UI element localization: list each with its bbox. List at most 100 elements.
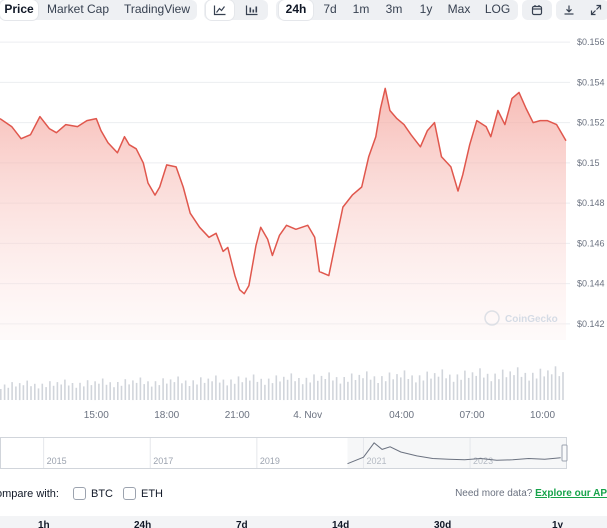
volume-bar <box>120 385 123 400</box>
x-tick-label: 10:00 <box>530 410 555 421</box>
volume-bar <box>543 376 545 400</box>
navigator-year-label: 2019 <box>260 456 280 466</box>
volume-bar <box>294 381 296 400</box>
tab-price[interactable]: Price <box>0 0 38 20</box>
x-tick-label: 4. Nov <box>293 410 322 421</box>
volume-bar <box>392 379 394 400</box>
volume-bar <box>41 383 44 400</box>
volume-bar <box>343 377 345 400</box>
volume-bar <box>433 373 436 400</box>
volume-bar <box>252 374 255 400</box>
range-1y[interactable]: 1y <box>419 2 433 16</box>
compare-eth-label[interactable]: ETH <box>141 488 163 500</box>
period-14d: 14d <box>332 520 350 528</box>
volume-bar <box>381 376 383 400</box>
volume-bar <box>226 385 228 400</box>
navigator-year-label: 2021 <box>366 456 386 466</box>
volume-bar <box>22 385 25 400</box>
volume-bar <box>271 383 274 400</box>
volume-bar <box>298 378 300 400</box>
volume-bar <box>415 382 417 400</box>
volume-bar <box>305 377 308 400</box>
volume-bar <box>350 373 353 400</box>
volume-bar <box>516 367 519 400</box>
volume-bar <box>347 381 349 400</box>
coingecko-logo-icon <box>484 310 500 326</box>
volume-bar <box>373 376 376 400</box>
navigator-year-label: 2015 <box>47 456 67 466</box>
volume-bar <box>320 375 323 400</box>
navigator-handle[interactable] <box>561 444 568 462</box>
range-max[interactable]: Max <box>447 2 471 16</box>
tab-tradingview[interactable]: TradingView <box>123 2 191 16</box>
volume-bar <box>215 375 217 400</box>
volume-bar <box>245 377 247 400</box>
volume-bar <box>52 385 55 400</box>
volume-bar <box>26 380 28 400</box>
navigator-history-line <box>347 442 561 465</box>
explore-api-link[interactable]: Explore our AP <box>535 488 607 499</box>
volume-bar <box>249 380 251 400</box>
volume-bar <box>34 383 36 400</box>
price-chart: $0.142 $0.144 $0.146 $0.148 $0.15 $0.152 $0.15… <box>0 37 605 421</box>
volume-bar <box>3 384 6 400</box>
compare-btc-label[interactable]: BTC <box>91 488 113 500</box>
range-3m[interactable]: 3m <box>385 2 403 16</box>
volume-bar <box>71 383 74 400</box>
expand-icon[interactable] <box>584 0 607 20</box>
volume-bar <box>366 371 368 400</box>
compare-eth-checkbox[interactable] <box>123 487 136 500</box>
volume-bars <box>0 366 564 401</box>
period-7d: 7d <box>236 520 248 528</box>
y-tick-label: $0.146 <box>577 238 605 248</box>
volume-bar <box>532 372 534 400</box>
volume-bar <box>354 380 357 400</box>
period-24h: 24h <box>134 520 152 528</box>
volume-bar <box>79 382 81 400</box>
watermark-text: CoinGecko <box>505 314 558 325</box>
period-1y: 1y <box>552 520 564 528</box>
volume-bar <box>388 372 391 400</box>
x-tick-label: 04:00 <box>389 410 414 421</box>
volume-bar <box>384 381 387 400</box>
volume-bar <box>494 373 496 400</box>
download-icon[interactable] <box>556 0 582 20</box>
volume-bar <box>75 387 78 400</box>
volume-bar <box>11 382 13 400</box>
range-navigator[interactable]: 2015 2017 2019 2021 2023 <box>0 437 607 471</box>
volume-bar <box>113 387 115 400</box>
volume-bar <box>452 381 455 400</box>
volume-bar <box>109 382 111 400</box>
calendar-group <box>522 0 552 20</box>
volume-bar <box>547 370 549 400</box>
volume-bar <box>211 381 213 400</box>
range-group <box>276 0 518 20</box>
tab-market-cap[interactable]: Market Cap <box>46 2 110 16</box>
volume-bar <box>456 374 459 400</box>
volume-bar <box>324 379 327 400</box>
volume-bar <box>7 387 10 400</box>
volume-bar <box>411 375 413 400</box>
navigator-year-label: 2023 <box>473 456 493 466</box>
volume-bar <box>56 382 59 400</box>
volume-bar <box>222 379 225 400</box>
line-chart-icon[interactable] <box>206 0 234 20</box>
volume-bar <box>124 379 127 400</box>
volume-bar <box>237 376 240 400</box>
volume-bar <box>339 383 342 400</box>
calendar-icon[interactable] <box>522 0 552 20</box>
navigator-selection[interactable] <box>347 438 567 468</box>
log-toggle[interactable]: LOG <box>484 2 511 16</box>
compare-btc-checkbox[interactable] <box>73 487 86 500</box>
x-tick-label: 21:00 <box>225 410 250 421</box>
volume-bar <box>501 369 504 400</box>
volume-bar <box>132 380 134 401</box>
volume-bar <box>154 381 157 400</box>
range-1m[interactable]: 1m <box>352 2 370 16</box>
navigator-year-ticks: 2015 2017 2019 2021 2023 <box>43 438 493 468</box>
candlestick-icon[interactable] <box>238 0 266 20</box>
range-7d[interactable]: 7d <box>323 2 337 16</box>
volume-bar <box>286 379 289 400</box>
range-24h[interactable]: 24h <box>279 0 313 20</box>
volume-bar <box>241 382 244 400</box>
